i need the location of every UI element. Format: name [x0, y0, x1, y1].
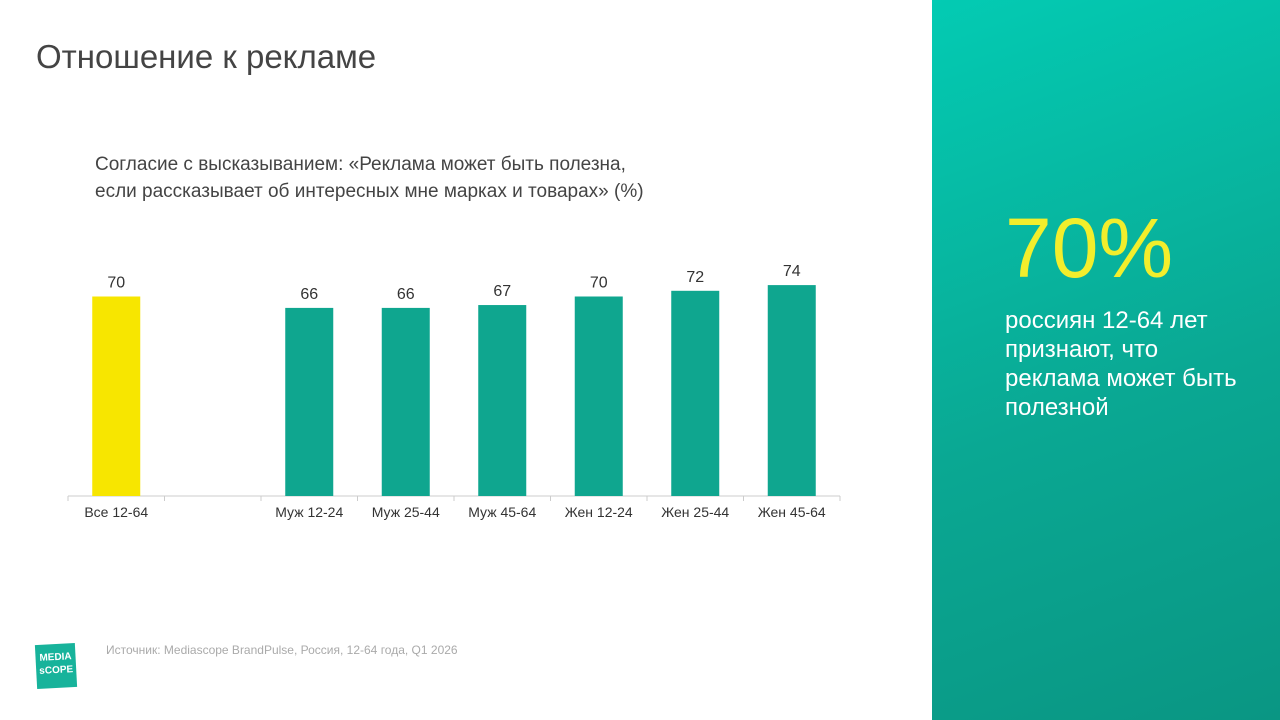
callout-value: 70% [1005, 201, 1174, 295]
bar [285, 307, 334, 496]
x-tick-label: Жен 25-44 [661, 504, 729, 520]
callout-text: россиян 12-64 лет признают, что реклама … [1005, 307, 1237, 421]
bar [574, 296, 623, 496]
chart-subtitle: если рассказывает об интересных мне марк… [95, 181, 644, 202]
value-label: 70 [590, 275, 608, 292]
value-label: 74 [783, 263, 801, 280]
bar [381, 307, 430, 496]
value-label: 66 [300, 286, 318, 303]
chart-subtitle: Согласие с высказыванием: «Реклама может… [95, 154, 626, 175]
value-label: 70 [107, 275, 125, 292]
slide-title: Отношение к рекламе [36, 38, 377, 75]
logo-text: sCOPE [39, 664, 74, 677]
bar [92, 296, 141, 496]
x-tick-label: Все 12-64 [84, 504, 148, 520]
value-label: 67 [493, 283, 511, 300]
x-tick-label: Жен 12-24 [565, 504, 633, 520]
x-tick-label: Муж 45-64 [468, 504, 536, 520]
callout-panel: 70% россиян 12-64 лет признают, что рекл… [932, 0, 1280, 720]
logo: MEDIA sCOPE [34, 642, 78, 690]
bar [767, 285, 816, 496]
bar [671, 290, 720, 496]
source-note: Источник: Mediascope BrandPulse, Россия,… [106, 643, 458, 657]
chart: Согласие с высказыванием: «Реклама может… [67, 154, 841, 520]
x-tick-label: Жен 45-64 [758, 504, 826, 520]
value-label: 66 [397, 286, 415, 303]
x-tick-label: Муж 12-24 [275, 504, 343, 520]
value-label: 72 [686, 269, 704, 286]
x-tick-label: Муж 25-44 [372, 504, 440, 520]
bar [478, 305, 527, 496]
